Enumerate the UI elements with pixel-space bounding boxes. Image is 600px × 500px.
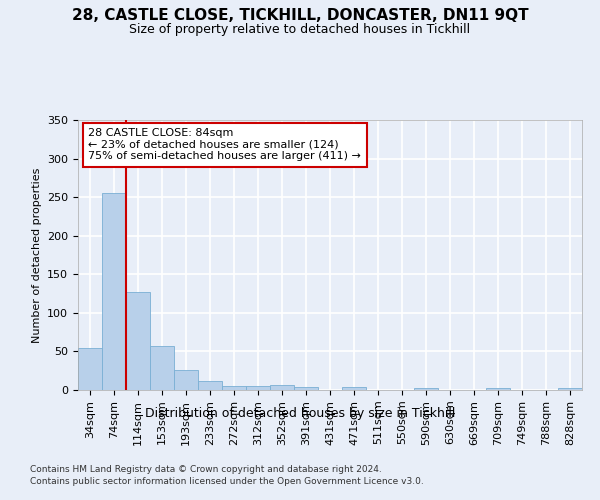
Bar (294, 387, 318, 390)
Text: Size of property relative to detached houses in Tickhill: Size of property relative to detached ho… (130, 22, 470, 36)
Text: 28 CASTLE CLOSE: 84sqm
← 23% of detached houses are smaller (124)
75% of semi-de: 28 CASTLE CLOSE: 84sqm ← 23% of detached… (88, 128, 361, 162)
Bar (126, 292, 150, 390)
Text: Contains public sector information licensed under the Open Government Licence v3: Contains public sector information licen… (30, 478, 424, 486)
Bar (150, 346, 174, 390)
Bar (270, 386, 294, 390)
Bar (222, 386, 246, 390)
Bar (102, 194, 126, 390)
Bar (78, 348, 102, 390)
Bar (486, 388, 510, 390)
Bar (174, 370, 198, 390)
Bar (558, 388, 582, 390)
Bar (342, 387, 366, 390)
Text: Contains HM Land Registry data © Crown copyright and database right 2024.: Contains HM Land Registry data © Crown c… (30, 465, 382, 474)
Bar (246, 386, 270, 390)
Text: Distribution of detached houses by size in Tickhill: Distribution of detached houses by size … (145, 408, 455, 420)
Y-axis label: Number of detached properties: Number of detached properties (32, 168, 41, 342)
Bar (414, 388, 438, 390)
Text: 28, CASTLE CLOSE, TICKHILL, DONCASTER, DN11 9QT: 28, CASTLE CLOSE, TICKHILL, DONCASTER, D… (71, 8, 529, 22)
Bar (198, 380, 222, 390)
